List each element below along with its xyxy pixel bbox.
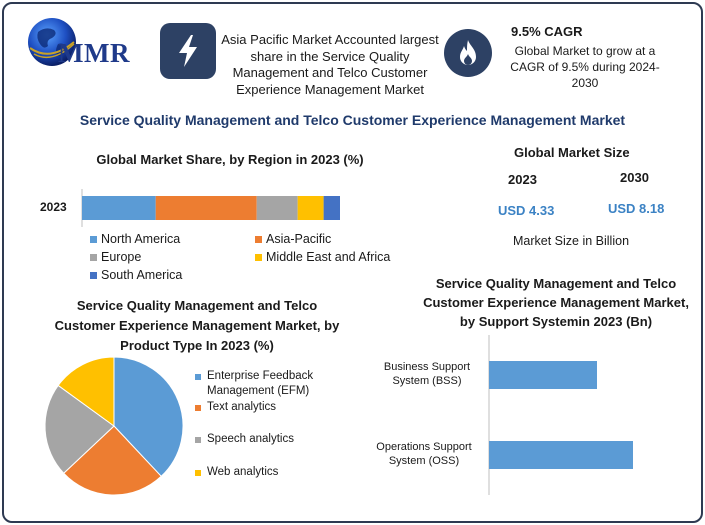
support-chart-title: Service Quality Management and Telco Cus… (423, 276, 689, 329)
legend-swatch (195, 437, 201, 443)
region-category-label: 2023 (40, 200, 67, 214)
pie-legend-speech: Speech analytics (195, 432, 337, 447)
support-bar (489, 361, 597, 389)
legend-swatch (90, 271, 97, 279)
legend-label: South America (101, 268, 183, 282)
cagr-description: Global Market to grow at a CAGR of 9.5% … (510, 44, 660, 90)
pie-legend-web: Web analytics (195, 465, 337, 480)
legend-swatch (90, 235, 97, 243)
region-bar-segment (297, 196, 324, 220)
legend-middle-east-africa: Middle East and Africa (255, 250, 390, 264)
flame-icon (444, 29, 492, 77)
legend-swatch (195, 374, 201, 380)
pie-slice (113, 356, 184, 478)
pie-legend-text: Text analytics (195, 400, 337, 415)
support-bar (489, 441, 633, 469)
market-value-2023: USD 4.33 (498, 203, 555, 218)
legend-europe: Europe (90, 250, 141, 264)
support-bar-chart (488, 335, 633, 495)
region-bar-segment (256, 196, 298, 220)
region-bar-segment (155, 196, 257, 220)
legend-label: Enterprise Feedback Management (EFM) (207, 370, 314, 397)
legend-label: Web analytics (207, 466, 279, 478)
oss-label: Operations Support System (OSS) (376, 441, 472, 467)
pie-slice (62, 425, 162, 496)
legend-label: Middle East and Africa (266, 250, 391, 264)
legend-label: Europe (101, 250, 142, 264)
pie-slice (57, 356, 115, 427)
legend-north-america: North America (90, 232, 180, 246)
legend-asia-pacific: Asia-Pacific (255, 232, 331, 246)
market-value-2030: USD 8.18 (608, 201, 665, 216)
globe-icon (28, 18, 76, 66)
legend-swatch (195, 470, 201, 476)
region-chart-title: Global Market Share, by Region in 2023 (… (96, 152, 364, 167)
market-size-title: Global Market Size (514, 145, 630, 160)
pie-legend-efm: Enterprise Feedback Management (EFM) (195, 369, 337, 399)
region-stacked-bar (81, 189, 340, 227)
region-bar-segment (82, 196, 156, 220)
market-size-unit: Market Size in Billion (513, 234, 630, 248)
main-title: Service Quality Management and Telco Cus… (79, 112, 626, 128)
product-chart-title: Service Quality Management and Telco Cus… (54, 298, 340, 353)
legend-swatch (90, 253, 97, 261)
legend-label: Asia-Pacific (266, 232, 332, 246)
region-bar-segment (323, 196, 340, 220)
legend-swatch (255, 235, 262, 243)
mmr-logo: MMR (24, 14, 154, 74)
highlight-text: Asia Pacific Market Accounted largest sh… (221, 32, 439, 97)
legend-label: North America (101, 232, 181, 246)
legend-label: Text analytics (207, 401, 277, 413)
market-year-2023: 2023 (508, 172, 537, 187)
legend-swatch (255, 253, 262, 261)
cagr-title: 9.5% CAGR (511, 24, 583, 39)
market-year-2030: 2030 (620, 170, 649, 185)
lightning-icon (160, 23, 216, 79)
legend-swatch (195, 405, 201, 411)
pie-slice (44, 384, 115, 474)
bss-label: Business Support System (BSS) (383, 361, 471, 387)
product-pie-chart (44, 356, 184, 496)
logo-text: MMR (58, 38, 130, 68)
legend-label: Speech analytics (207, 433, 294, 445)
legend-south-america: South America (90, 268, 182, 282)
